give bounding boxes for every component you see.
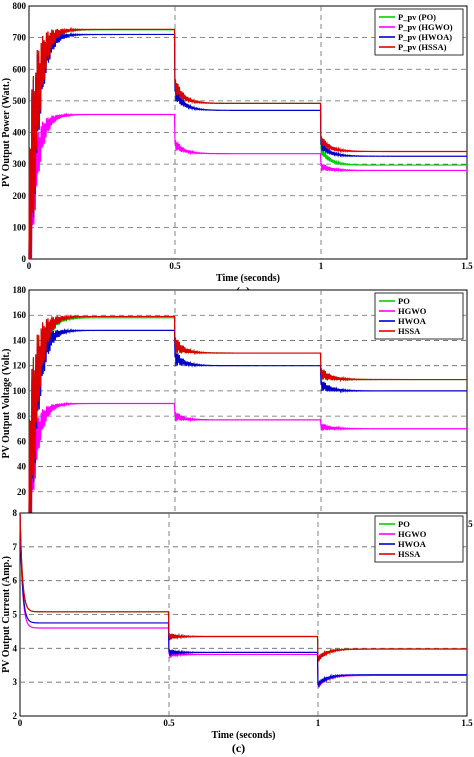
y-tick-label: 600	[13, 64, 27, 74]
legend-label: HSSA	[398, 326, 421, 336]
legend-label: HWOA	[398, 539, 427, 549]
y-tick-label: 700	[13, 33, 27, 43]
y-tick-label: 7	[13, 542, 18, 552]
legend-label: PO	[398, 519, 410, 529]
legend-label: HSSA	[398, 549, 421, 559]
y-tick-label: 60	[17, 436, 27, 446]
legend: P_pv (PO)P_pv (HGWO)P_pv (HWOA)P_pv (HSS…	[374, 8, 464, 56]
y-tick-label: 20	[17, 487, 27, 497]
series-line-p-pv-hwoa-	[28, 31, 467, 260]
chart-panel-2: 02040608010012014016018000.511.5POHGWOHW…	[1, 285, 473, 556]
x-tick-label: 0	[18, 718, 23, 728]
y-axis-label: PV Output Current (Amp.)	[1, 556, 12, 673]
y-tick-label: 180	[13, 285, 27, 295]
y-tick-label: 40	[17, 462, 27, 472]
y-tick-label: 400	[13, 128, 27, 138]
y-axis-label: PV Output Voltage (Volt.)	[1, 348, 12, 458]
x-tick-label: 0.5	[169, 261, 181, 271]
x-tick-label: 1.5	[461, 718, 473, 728]
x-axis-label: Time (seconds)	[212, 730, 276, 741]
x-tick-label: 0	[27, 261, 32, 271]
series-line-hgwo	[19, 512, 467, 688]
y-tick-label: 120	[13, 361, 27, 371]
x-axis-label: Time (seconds)	[216, 273, 280, 284]
x-tick-label: 0.5	[163, 718, 175, 728]
y-tick-label: 100	[13, 222, 27, 232]
x-tick-label: 1.5	[461, 261, 473, 271]
series-line-hssa	[19, 512, 467, 662]
y-tick-label: 8	[13, 508, 18, 518]
y-axis-label: PV Output Power (Watt.)	[1, 78, 12, 187]
series-line-hwoa	[28, 327, 467, 518]
legend-label: P_pv (HWOA)	[398, 32, 452, 42]
legend-label: P_pv (PO)	[398, 12, 436, 22]
y-tick-label: 800	[13, 1, 27, 11]
series-line-p-pv-hgwo-	[28, 112, 467, 260]
y-tick-label: 6	[13, 576, 18, 586]
chart-panel-1: 0 100 200 300 400 500 600 700 800 0 0.5 1 1.5 P_pv (P…	[1, 1, 473, 298]
series-line-p-pv-hssa-	[28, 26, 468, 260]
series-line-hssa	[28, 314, 467, 518]
legend-label: P_pv (HGWO)	[398, 22, 453, 32]
y-tick-label: 300	[13, 159, 27, 169]
panel-caption: (c)	[232, 741, 245, 755]
x-tick-label: 1	[316, 718, 321, 728]
legend-label: PO	[398, 296, 410, 306]
legend-label: HWOA	[398, 316, 427, 326]
y-tick-label: 5	[13, 610, 18, 620]
series-line-hwoa	[19, 512, 467, 687]
y-tick-label: 2	[13, 711, 18, 721]
x-tick-label: 1	[319, 261, 324, 271]
y-tick-label: 0	[22, 254, 27, 264]
y-tick-label: 500	[13, 96, 27, 106]
y-tick-label: 4	[13, 643, 18, 653]
y-tick-label: 160	[13, 310, 27, 320]
y-tick-label: 100	[13, 386, 27, 396]
legend-label: P_pv (HSSA)	[398, 42, 447, 52]
y-tick-label: 200	[13, 191, 27, 201]
y-tick-label: 140	[13, 335, 27, 345]
y-tick-label: 80	[17, 411, 27, 421]
y-tick-label: 3	[13, 677, 18, 687]
legend-label: HGWO	[398, 306, 427, 316]
legend-label: HGWO	[398, 529, 427, 539]
series-line-hgwo	[28, 401, 467, 518]
